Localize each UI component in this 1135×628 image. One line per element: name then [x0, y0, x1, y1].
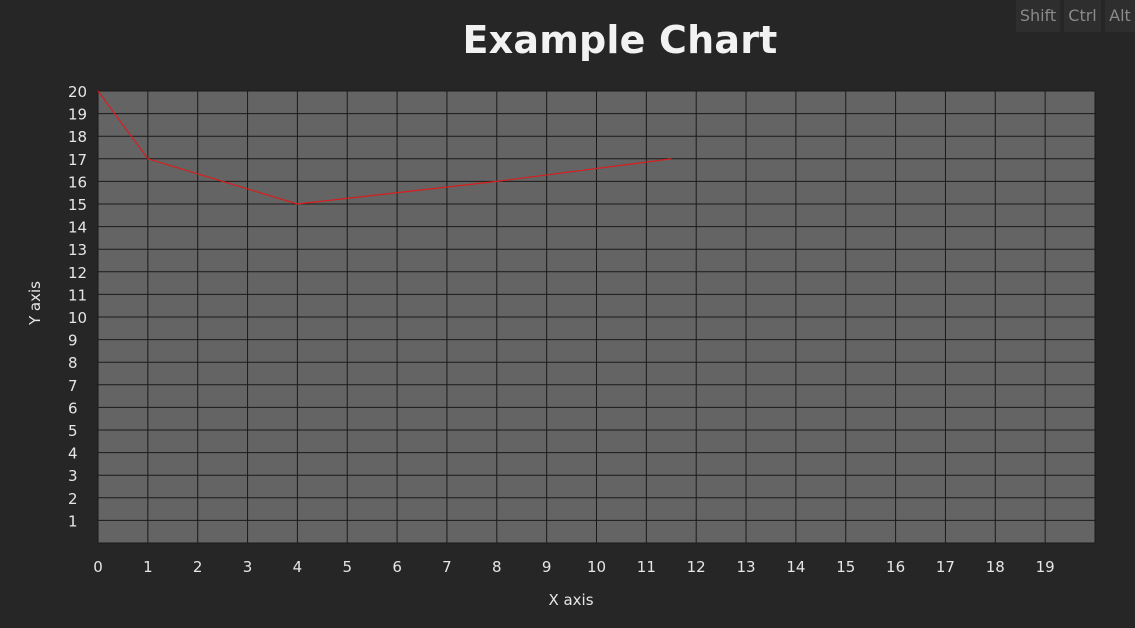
x-tick-label: 13 [737, 558, 756, 576]
y-tick-label: 8 [68, 354, 78, 372]
y-tick-label: 1 [68, 512, 78, 530]
shift-key-button[interactable]: Shift [1016, 0, 1060, 32]
y-tick-label: 7 [68, 377, 78, 395]
alt-key-button[interactable]: Alt [1105, 0, 1135, 32]
x-tick-label: 16 [886, 558, 905, 576]
x-tick-label: 10 [587, 558, 606, 576]
x-tick-label: 4 [293, 558, 303, 576]
y-tick-label: 12 [68, 264, 87, 282]
x-tick-label: 3 [243, 558, 253, 576]
ctrl-key-button[interactable]: Ctrl [1064, 0, 1101, 32]
tick-labels: 0 1 2 3 4 5 6 7 8 9 10 11 12 13 14 15 16 17 18 191234567891… [68, 83, 1055, 576]
y-tick-label: 9 [68, 332, 78, 350]
x-tick-label: 0 [93, 558, 103, 576]
y-tick-label: 4 [68, 445, 78, 463]
y-tick-label: 11 [68, 286, 87, 304]
y-tick-label: 5 [68, 422, 78, 440]
series-line [97, 90, 672, 205]
x-tick-label: 11 [637, 558, 656, 576]
x-tick-label: 19 [1036, 558, 1055, 576]
grid-lines [97, 90, 1096, 544]
x-tick-label: 5 [342, 558, 352, 576]
y-tick-label: 18 [68, 128, 87, 146]
x-tick-label: 14 [786, 558, 805, 576]
x-tick-label: 12 [687, 558, 706, 576]
y-tick-label: 17 [68, 151, 87, 169]
chart-title: Example Chart [462, 18, 778, 62]
x-tick-label: 18 [986, 558, 1005, 576]
x-tick-label: 1 [143, 558, 153, 576]
y-tick-label: 6 [68, 399, 78, 417]
x-axis-label: X axis [548, 591, 593, 609]
y-tick-label: 3 [68, 467, 78, 485]
y-tick-label: 16 [68, 173, 87, 191]
series-layer [97, 90, 672, 205]
x-tick-label: 15 [836, 558, 855, 576]
y-tick-label: 2 [68, 490, 78, 508]
x-tick-label: 7 [442, 558, 452, 576]
y-tick-label: 10 [68, 309, 87, 327]
y-tick-label: 13 [68, 241, 87, 259]
y-tick-label: 20 [68, 83, 87, 101]
x-tick-label: 8 [492, 558, 502, 576]
y-tick-label: 14 [68, 219, 87, 237]
y-tick-label: 15 [68, 196, 87, 214]
modifier-key-bar: Shift Ctrl Alt [1016, 0, 1135, 32]
x-tick-label: 9 [542, 558, 552, 576]
y-tick-label: 19 [68, 106, 87, 124]
x-tick-label: 17 [936, 558, 955, 576]
x-tick-label: 2 [193, 558, 203, 576]
x-tick-label: 6 [392, 558, 402, 576]
y-axis-label: Y axis [26, 281, 44, 326]
